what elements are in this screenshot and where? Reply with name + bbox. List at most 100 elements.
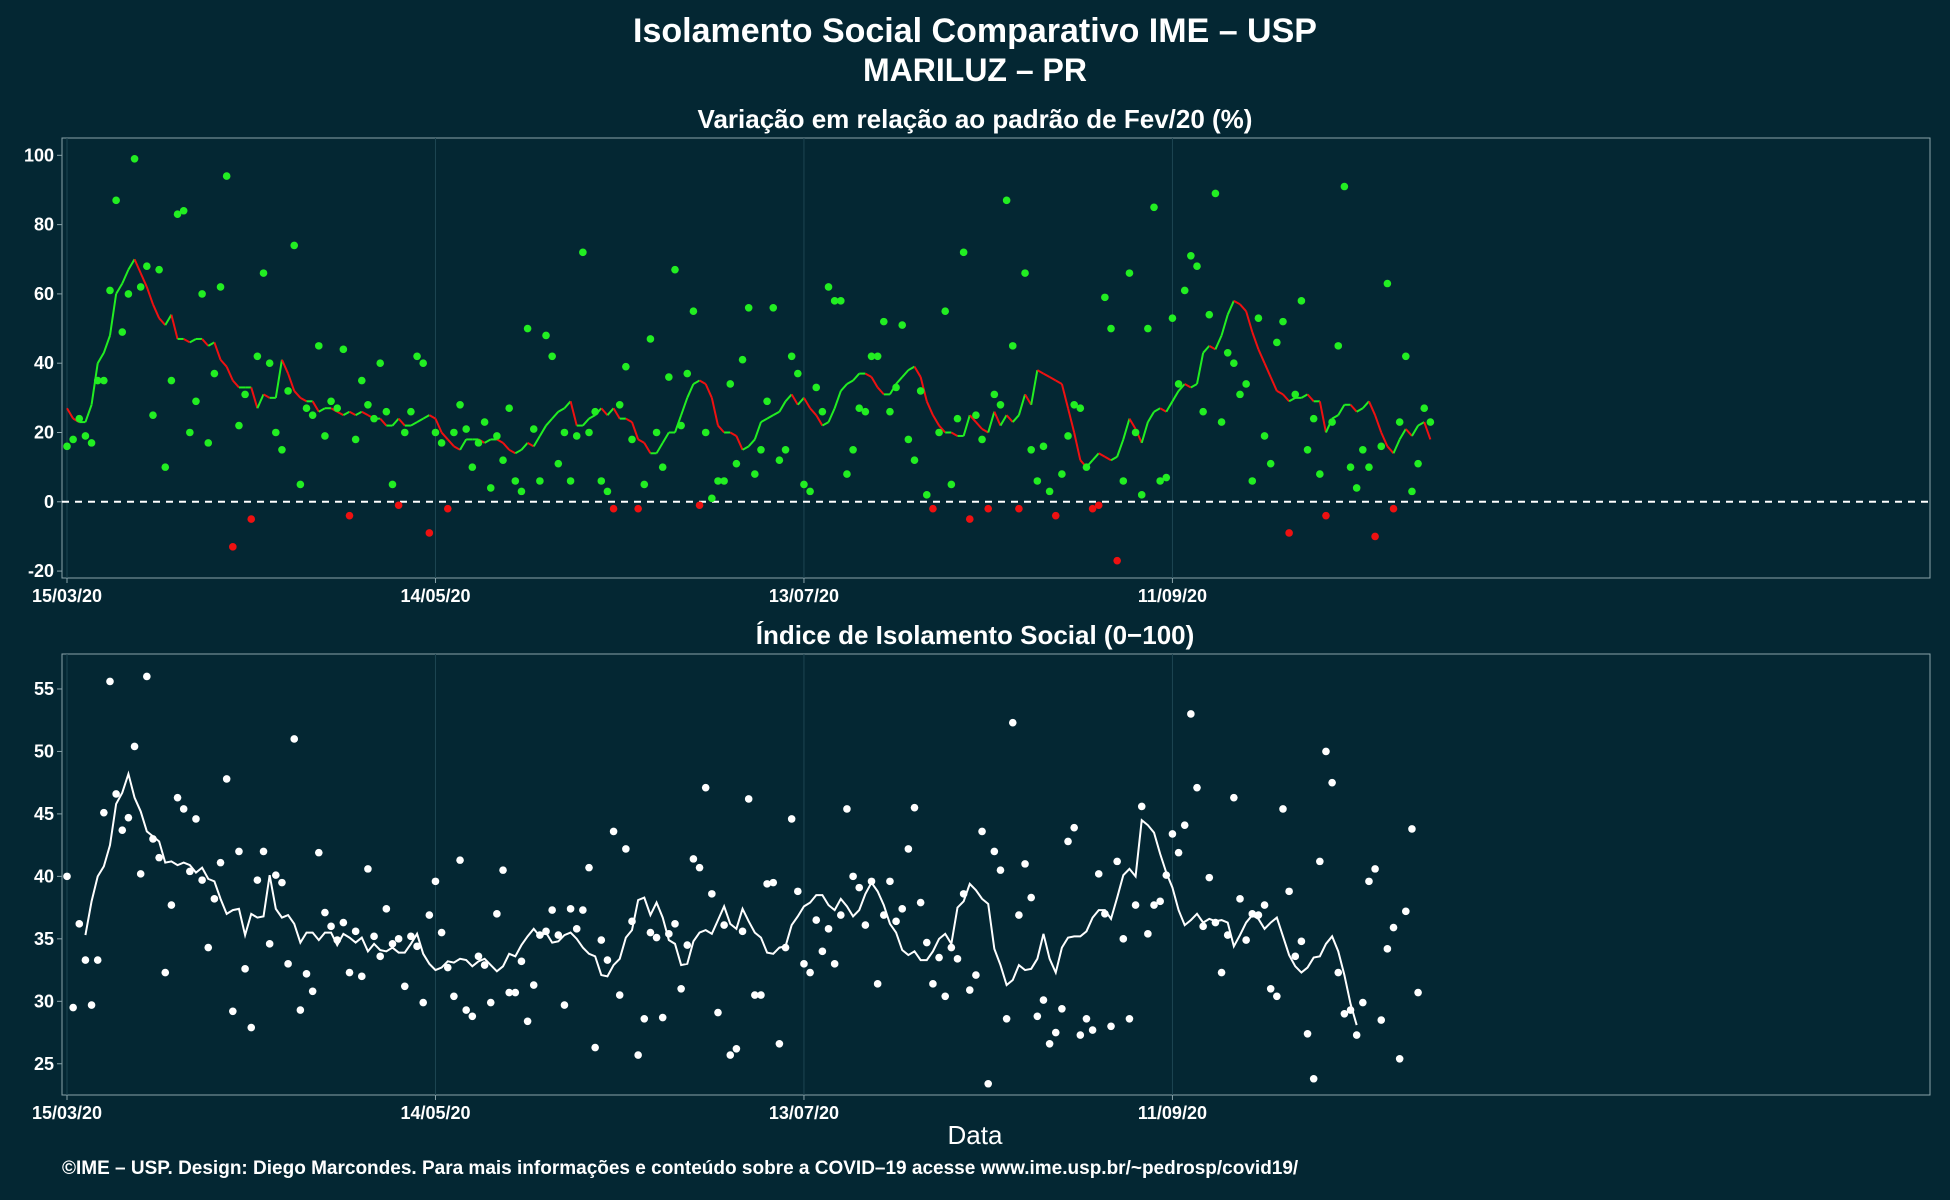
panel1-data-point bbox=[1389, 504, 1398, 513]
panel2-data-point bbox=[1033, 1012, 1042, 1021]
panel2-data-point bbox=[186, 867, 194, 876]
panel1-trend-segment bbox=[993, 411, 1002, 426]
panel2-data-point bbox=[253, 876, 262, 884]
panel1-trend-segment bbox=[139, 272, 148, 288]
panel1-trend-segment bbox=[925, 400, 934, 416]
footer-credit: ©IME – USP. Design: Diego Marcondes. Par… bbox=[62, 1158, 1299, 1179]
panel1-data-point bbox=[480, 418, 489, 426]
panel1-data-point bbox=[296, 480, 305, 489]
panel1-trend-segment bbox=[1380, 432, 1389, 447]
panel2-data-point bbox=[413, 942, 421, 951]
panel2-x-tick-label: 14/05/20 bbox=[400, 1103, 470, 1123]
panel1-data-point bbox=[431, 428, 440, 437]
panel1-trend-segment bbox=[612, 407, 621, 420]
panel2-data-point bbox=[726, 1051, 735, 1059]
panel2-data-point bbox=[505, 988, 513, 997]
panel2-data-point bbox=[714, 1008, 722, 1017]
panel1-trend-segment bbox=[606, 407, 615, 416]
panel2-data-point bbox=[689, 855, 698, 863]
panel2-title: Índice de Isolamento Social (0−100) bbox=[755, 620, 1195, 650]
panel1-trend-segment bbox=[1269, 376, 1278, 392]
panel1-data-point bbox=[204, 439, 213, 447]
panel1-trend-segment bbox=[1288, 396, 1296, 403]
panel2-y-tick-label: 35 bbox=[34, 929, 54, 949]
panel1-data-point bbox=[167, 376, 176, 385]
panel1-data-point bbox=[1094, 501, 1103, 510]
panel1-trend-segment bbox=[1116, 439, 1125, 458]
panel2-data-point bbox=[965, 986, 974, 994]
panel1-data-point bbox=[646, 335, 655, 343]
panel2-data-point bbox=[1082, 1014, 1091, 1023]
panel2-data-point bbox=[1058, 1004, 1066, 1013]
panel2-data-point bbox=[959, 890, 968, 898]
panel1-trend-segment bbox=[1356, 407, 1364, 413]
panel2-data-point bbox=[536, 931, 544, 939]
panel1-trend-segment bbox=[815, 414, 824, 427]
panel1-data-point bbox=[529, 425, 538, 433]
panel2-data-point bbox=[1303, 1029, 1312, 1038]
panel1-data-point bbox=[364, 400, 372, 409]
panel2-data-point bbox=[265, 940, 274, 948]
panel1-data-point bbox=[523, 324, 532, 333]
panel1-trend-segment bbox=[1251, 331, 1260, 350]
panel1-trend-segment bbox=[637, 438, 645, 444]
panel1-trend-segment bbox=[422, 414, 430, 420]
panel2-data-point bbox=[757, 991, 765, 999]
panel1-trend-segment bbox=[962, 414, 971, 437]
panel1-data-point bbox=[775, 456, 784, 465]
panel1-x-tick-label: 13/07/20 bbox=[769, 586, 839, 606]
panel1-trend-segment bbox=[1417, 421, 1425, 427]
panel1-data-point bbox=[898, 321, 907, 329]
panel1-y-tick-label: 20 bbox=[34, 422, 54, 442]
panel2-data-point bbox=[493, 910, 501, 918]
panel2-data-point bbox=[1113, 857, 1121, 866]
panel1-trend-segment bbox=[710, 397, 719, 426]
panel2-data-point bbox=[732, 1044, 741, 1053]
panel2-data-point bbox=[1174, 848, 1183, 857]
panel2-data-point bbox=[1187, 710, 1195, 718]
panel2-data-point bbox=[339, 918, 348, 927]
panel1-trend-segment bbox=[563, 400, 572, 409]
panel1-data-point bbox=[235, 421, 243, 430]
panel2-data-point bbox=[278, 878, 286, 887]
panel1-data-point bbox=[1352, 484, 1361, 492]
panel1-trend-segment bbox=[913, 366, 922, 378]
panel1-data-point bbox=[1101, 293, 1109, 302]
panel2-data-point bbox=[1371, 865, 1379, 873]
panel2-data-point bbox=[867, 877, 876, 886]
panel1-trend-segment bbox=[938, 424, 946, 434]
panel1-trend-segment bbox=[582, 417, 590, 427]
panel2-y-tick-label: 45 bbox=[34, 804, 54, 824]
panel1-data-point bbox=[1150, 203, 1158, 212]
x-axis-label: Data bbox=[947, 1120, 1003, 1150]
panel1-data-point bbox=[1279, 317, 1287, 326]
panel1-trend-segment bbox=[232, 379, 240, 389]
panel2-data-point bbox=[769, 878, 778, 887]
panel1-trend-segment bbox=[342, 410, 350, 417]
panel1-data-point bbox=[272, 428, 280, 437]
panel1-data-point bbox=[1045, 487, 1054, 496]
panel1-data-point bbox=[1199, 407, 1207, 416]
panel1-data-point bbox=[665, 373, 673, 381]
panel1-data-point bbox=[339, 345, 348, 354]
panel2-data-point bbox=[1076, 1031, 1085, 1039]
panel1-data-point bbox=[1180, 286, 1189, 295]
panel1-data-point bbox=[726, 380, 735, 388]
panel1-data-point bbox=[302, 404, 311, 413]
panel1-data-point bbox=[229, 543, 237, 551]
panel1-trend-segment bbox=[361, 410, 369, 417]
panel2-data-point bbox=[1279, 805, 1287, 813]
panel1-data-point bbox=[751, 470, 759, 478]
panel1-trend-segment bbox=[213, 342, 222, 361]
panel2-data-point bbox=[1285, 887, 1293, 896]
panel1-y-tick-label: 40 bbox=[34, 353, 54, 373]
panel2-data-point bbox=[861, 921, 870, 929]
panel1-data-point bbox=[1131, 428, 1140, 437]
panel1-trend-segment bbox=[152, 303, 161, 319]
panel1-trend-segment bbox=[1245, 310, 1254, 333]
panel1-data-point bbox=[548, 352, 556, 361]
panel1-trend-segment bbox=[969, 414, 977, 423]
panel1-data-point bbox=[1266, 459, 1275, 468]
panel2-data-point bbox=[1070, 823, 1078, 832]
panel1-data-point bbox=[640, 480, 649, 489]
